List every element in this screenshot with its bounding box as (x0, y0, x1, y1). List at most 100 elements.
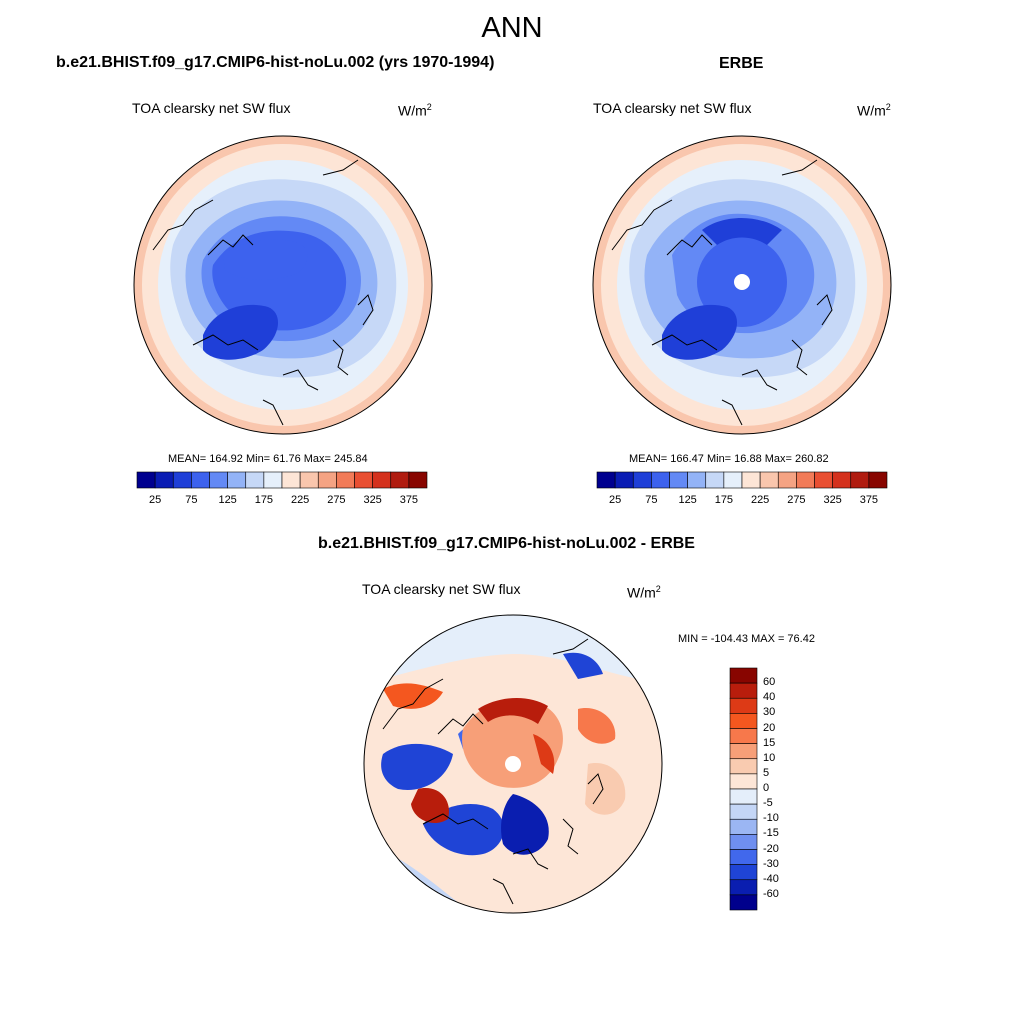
colorbar-box (729, 864, 758, 881)
colorbar-tick-label: -10 (763, 812, 779, 825)
diff-stats: MIN = -104.43 MAX = 76.42 (678, 633, 815, 645)
colorbar-box (741, 471, 761, 489)
colorbar-box (729, 743, 758, 760)
model-stats: MEAN= 164.92 Min= 61.76 Max= 245.84 (168, 453, 368, 465)
colorbar-box (687, 471, 707, 489)
obs-colorbar-ticks: 25 75 125 175 225 275 325 375 (597, 494, 887, 508)
colorbar-tick-label: 75 (645, 494, 658, 506)
obs-colorbar (596, 471, 888, 489)
colorbar-tick-label: 175 (714, 494, 734, 506)
obs-polar-map (592, 135, 892, 435)
model-units-label: W/m2 (398, 102, 432, 119)
colorbar-box (729, 773, 758, 790)
colorbar-box (705, 471, 725, 489)
colorbar-tick-label: 275 (327, 494, 346, 506)
colorbar-tick-label: 5 (763, 766, 770, 779)
colorbar-box (614, 471, 634, 489)
colorbar-tick-label: -60 (763, 887, 779, 900)
colorbar-box (263, 471, 283, 489)
diff-colorbar-labels: 60 40 30 20 15 10 5 0 -5 -10 -15 -20 -30 -40 -60 (763, 668, 803, 910)
diff-variable-label: TOA clearsky net SW flux (362, 581, 521, 597)
colorbar-tick-label: 225 (290, 494, 310, 506)
colorbar-box (209, 471, 228, 489)
colorbar-tick-label: 60 (763, 676, 776, 689)
colorbar-box (729, 788, 758, 805)
colorbar-box (729, 728, 758, 744)
colorbar-tick-label: 175 (254, 494, 274, 506)
colorbar-tick-label: -5 (763, 797, 773, 810)
colorbar-tick-label: 25 (149, 494, 162, 506)
colorbar-box (796, 471, 815, 489)
obs-stats: MEAN= 166.47 Min= 16.88 Max= 260.82 (629, 453, 829, 465)
colorbar-box (136, 471, 156, 489)
colorbar-box (729, 682, 758, 699)
diff-polar-map (363, 614, 663, 914)
colorbar-box (408, 471, 428, 489)
colorbar-box (723, 471, 743, 489)
colorbar-box (227, 471, 247, 489)
colorbar-box (729, 818, 758, 835)
colorbar-tick-label: 125 (678, 494, 697, 506)
obs-units-label: W/m2 (857, 102, 891, 119)
colorbar-tick-label: 10 (763, 751, 776, 764)
model-colorbar (136, 471, 428, 489)
model-polar-map (133, 135, 433, 435)
colorbar-tick-label: 275 (787, 494, 806, 506)
colorbar-tick-label: 20 (763, 721, 776, 734)
colorbar-tick-label: 0 (763, 782, 770, 794)
colorbar-box (354, 471, 373, 489)
diff-colorbar (729, 667, 758, 911)
colorbar-box (729, 667, 758, 684)
colorbar-box (317, 471, 337, 489)
colorbar-tick-label: -15 (763, 827, 779, 840)
colorbar-box (850, 471, 870, 489)
colorbar-box (299, 471, 319, 489)
colorbar-box (281, 471, 301, 489)
colorbar-box (729, 849, 758, 865)
diff-units-label: W/m2 (627, 584, 661, 601)
colorbar-tick-label: 30 (763, 706, 776, 719)
colorbar-box (669, 471, 688, 489)
model-panel-title: b.e21.BHIST.f09_g17.CMIP6-hist-noLu.002 … (56, 54, 495, 71)
colorbar-box (759, 471, 779, 489)
colorbar-box (777, 471, 797, 489)
colorbar-box (596, 471, 616, 489)
colorbar-tick-label: 325 (823, 494, 842, 506)
colorbar-tick-label: -30 (763, 857, 779, 870)
colorbar-tick-label: 40 (763, 691, 776, 704)
figure-title: ANN (481, 12, 543, 44)
colorbar-box (729, 894, 758, 911)
colorbar-box (729, 697, 758, 714)
colorbar-box (154, 471, 174, 489)
colorbar-tick-label: 75 (185, 494, 198, 506)
colorbar-box (245, 471, 265, 489)
obs-variable-label: TOA clearsky net SW flux (593, 100, 752, 116)
colorbar-tick-label: 25 (609, 494, 622, 506)
colorbar-tick-label: 125 (218, 494, 237, 506)
colorbar-box (191, 471, 210, 489)
model-variable-label: TOA clearsky net SW flux (132, 100, 291, 116)
colorbar-box (814, 471, 833, 489)
colorbar-box (651, 471, 670, 489)
colorbar-box (336, 471, 355, 489)
colorbar-box (729, 713, 758, 729)
colorbar-box (729, 758, 758, 775)
obs-panel-title: ERBE (719, 55, 764, 72)
colorbar-box (390, 471, 410, 489)
colorbar-box (832, 471, 852, 489)
colorbar-tick-label: -40 (763, 872, 779, 885)
colorbar-box (729, 803, 758, 820)
colorbar-tick-label: 225 (750, 494, 770, 506)
colorbar-box (729, 834, 758, 850)
colorbar-box (632, 471, 652, 489)
colorbar-tick-label: -20 (763, 842, 779, 855)
colorbar-box (172, 471, 192, 489)
colorbar-box (868, 471, 888, 489)
diff-panel-title: b.e21.BHIST.f09_g17.CMIP6-hist-noLu.002 … (318, 535, 695, 552)
colorbar-tick-label: 15 (763, 736, 776, 749)
colorbar-box (372, 471, 392, 489)
model-colorbar-ticks: 25 75 125 175 225 275 325 375 (137, 494, 427, 508)
colorbar-box (729, 879, 758, 896)
colorbar-tick-label: 375 (859, 494, 879, 506)
colorbar-tick-label: 375 (399, 494, 419, 506)
